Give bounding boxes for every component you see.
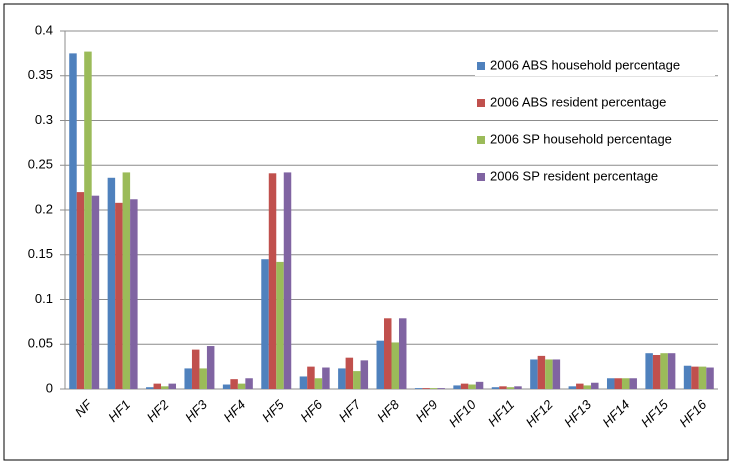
bar — [376, 340, 385, 389]
bar — [660, 353, 668, 389]
bar — [537, 355, 546, 389]
y-tick-label: 0.35 — [28, 67, 53, 82]
bar — [698, 366, 707, 389]
bar — [237, 383, 246, 389]
bar — [683, 365, 692, 389]
bar — [353, 371, 361, 389]
bar — [591, 382, 599, 389]
bar — [84, 51, 92, 390]
bar — [667, 353, 676, 389]
bar — [384, 318, 392, 389]
bar — [122, 172, 131, 389]
legend-label: 2006 SP resident percentage — [490, 168, 658, 183]
y-tick-label: 0 — [46, 380, 53, 395]
bar — [299, 376, 308, 389]
legend-swatch — [477, 99, 485, 107]
bar — [360, 360, 369, 389]
bar — [437, 388, 445, 389]
bar — [468, 384, 476, 389]
bar — [146, 387, 154, 389]
legend-label: 2006 ABS resident percentage — [490, 94, 666, 109]
bar — [345, 357, 354, 389]
bar — [552, 359, 561, 389]
bar — [261, 259, 269, 389]
y-tick-label: 0.1 — [35, 291, 53, 306]
bar — [453, 385, 461, 389]
legend-bg — [475, 56, 715, 76]
bar — [545, 359, 553, 389]
legend-bg — [475, 167, 715, 187]
legend-swatch — [477, 173, 485, 181]
y-tick-label: 0.25 — [28, 157, 53, 172]
bar — [568, 386, 577, 389]
y-tick-label: 0.2 — [35, 201, 53, 216]
bar — [322, 367, 330, 389]
legend-label: 2006 ABS household percentage — [490, 57, 680, 72]
bar — [130, 199, 138, 389]
bar — [338, 368, 346, 389]
bar — [606, 378, 615, 389]
bar — [391, 342, 399, 389]
bar — [206, 346, 215, 389]
y-tick-label: 0.15 — [28, 246, 53, 261]
bar — [268, 173, 277, 389]
bar — [614, 378, 622, 389]
bar — [314, 378, 323, 389]
bar — [161, 386, 169, 389]
bar — [514, 386, 522, 389]
bar — [422, 388, 430, 389]
bar — [115, 202, 123, 389]
bar — [652, 354, 661, 389]
bar — [583, 385, 592, 389]
bar — [230, 379, 238, 389]
bar — [530, 359, 538, 389]
bar — [168, 383, 177, 389]
legend-swatch — [477, 62, 485, 70]
bar — [153, 383, 162, 389]
legend-label: 2006 SP household percentage — [490, 131, 672, 146]
bar — [69, 53, 77, 389]
bar — [307, 366, 315, 389]
bar — [91, 195, 100, 389]
bar — [460, 383, 469, 389]
y-tick-label: 0.4 — [35, 22, 53, 37]
bar — [184, 368, 192, 389]
bar — [76, 192, 85, 389]
bar — [245, 378, 253, 389]
legend-swatch — [477, 136, 485, 144]
bar — [499, 386, 507, 389]
bar — [629, 378, 637, 389]
bar — [414, 388, 423, 389]
bar — [576, 383, 584, 389]
bar — [691, 366, 699, 389]
bar — [398, 318, 407, 389]
bar — [191, 349, 200, 389]
bar — [222, 384, 231, 389]
y-tick-label: 0.3 — [35, 112, 53, 127]
bar — [475, 381, 484, 389]
legend-bg — [475, 130, 715, 150]
legend-bg — [475, 93, 715, 113]
y-tick-label: 0.05 — [28, 336, 53, 351]
bar — [283, 172, 292, 389]
bar — [199, 368, 207, 389]
bar — [506, 387, 515, 389]
bar — [276, 261, 284, 389]
bar — [491, 387, 500, 389]
bar — [645, 353, 653, 389]
bar — [621, 378, 630, 389]
bar — [107, 177, 116, 389]
bar — [429, 388, 438, 389]
bar — [706, 367, 714, 389]
